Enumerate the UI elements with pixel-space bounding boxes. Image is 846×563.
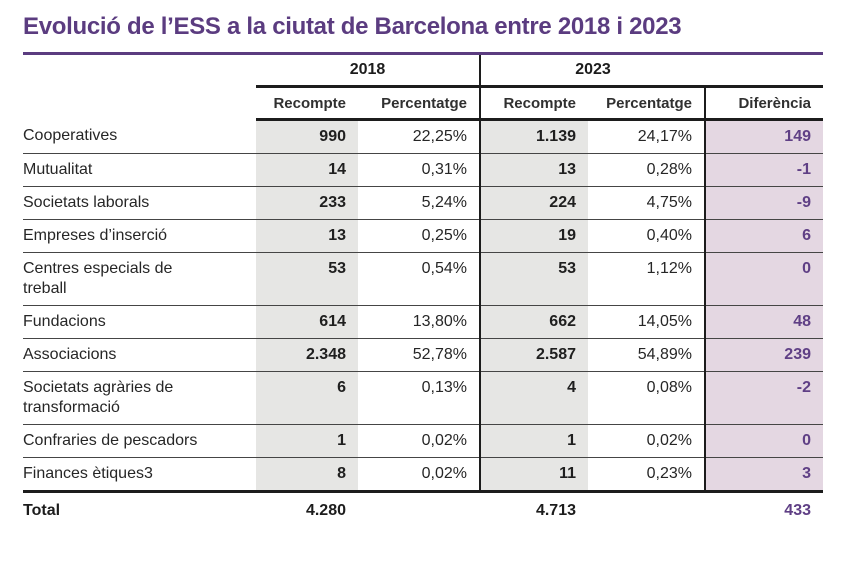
diff-value: -1 xyxy=(704,153,823,187)
count-2023: 19 xyxy=(479,219,588,253)
count-2018: 614 xyxy=(256,305,358,339)
row-label: Finances ètiques3 xyxy=(23,457,256,493)
pct-2018: 52,78% xyxy=(358,338,480,372)
table-row: Mutualitat 14 0,31% 13 0,28% -1 xyxy=(23,153,823,187)
count-2018: 14 xyxy=(256,153,358,187)
count-2023: 13 xyxy=(479,153,588,187)
row-label: Cooperatives xyxy=(23,119,256,154)
table-row: Associacions 2.348 52,78% 2.587 54,89% 2… xyxy=(23,338,823,372)
table-row: Societats laborals 233 5,24% 224 4,75% -… xyxy=(23,186,823,220)
diff-value: 0 xyxy=(704,252,823,306)
recompte-2018-header: Recompte xyxy=(256,86,358,121)
count-2018: 2.348 xyxy=(256,338,358,372)
label-column-header xyxy=(23,86,256,120)
table-row: Fundacions 614 13,80% 662 14,05% 48 xyxy=(23,305,823,339)
diff-header-spacer xyxy=(705,55,823,88)
total-diff: 433 xyxy=(784,502,811,519)
pct-2023: 4,75% xyxy=(588,186,705,220)
pct-2023: 0,02% xyxy=(588,424,705,458)
total-count-2023: 4.713 xyxy=(535,502,576,519)
total-pct-2023-empty xyxy=(588,492,705,521)
percentatge-2023-header: Percentatge xyxy=(588,86,705,121)
year-header-2018: 2018 xyxy=(256,55,480,88)
pct-2023: 0,40% xyxy=(588,219,705,253)
row-label: Empreses d’inserció xyxy=(23,219,256,253)
total-label: Total xyxy=(23,502,61,519)
count-2018: 990 xyxy=(256,119,358,154)
table-row: Empreses d’inserció 13 0,25% 19 0,40% 6 xyxy=(23,219,823,253)
pct-2018: 0,02% xyxy=(358,457,480,493)
pct-2023: 0,28% xyxy=(588,153,705,187)
row-label: Mutualitat xyxy=(23,153,256,187)
ess-evolution-table: 2018 2023 Recompte Percentatge Recompte … xyxy=(23,55,823,520)
total-pct-2018-empty xyxy=(358,492,480,521)
diff-value: 239 xyxy=(704,338,823,372)
pct-2023: 0,23% xyxy=(588,457,705,493)
pct-2018: 0,02% xyxy=(358,424,480,458)
pct-2018: 0,54% xyxy=(358,252,480,306)
pct-2018: 0,13% xyxy=(358,371,480,425)
diff-value: -2 xyxy=(704,371,823,425)
diff-value: -9 xyxy=(704,186,823,220)
pct-2018: 13,80% xyxy=(358,305,480,339)
pct-2023: 14,05% xyxy=(588,305,705,339)
count-2018: 6 xyxy=(256,371,358,425)
row-label: Associacions xyxy=(23,338,256,372)
recompte-2023-header: Recompte xyxy=(479,86,588,121)
count-2018: 53 xyxy=(256,252,358,306)
total-row: Total 4.280 4.713 433 xyxy=(23,492,823,521)
year-header-spacer xyxy=(23,55,256,87)
diferencia-header: Diferència xyxy=(704,86,823,121)
table-row: Confraries de pescadors 1 0,02% 1 0,02% … xyxy=(23,424,823,458)
diff-value: 3 xyxy=(704,457,823,493)
table-row: Societats agràries de transformació 6 0,… xyxy=(23,371,823,425)
pct-2018: 0,25% xyxy=(358,219,480,253)
total-count-2018: 4.280 xyxy=(305,502,346,519)
count-2023: 2.587 xyxy=(479,338,588,372)
pct-2023: 0,08% xyxy=(588,371,705,425)
count-2023: 11 xyxy=(479,457,588,493)
pct-2023: 24,17% xyxy=(588,119,705,154)
title-divider xyxy=(23,52,823,55)
diff-value: 48 xyxy=(704,305,823,339)
row-label: Societats agràries de transformació xyxy=(23,371,256,425)
count-2023: 1.139 xyxy=(479,119,588,154)
count-2023: 53 xyxy=(479,252,588,306)
diff-value: 149 xyxy=(704,119,823,154)
count-2023: 1 xyxy=(479,424,588,458)
pct-2018: 22,25% xyxy=(358,119,480,154)
percentatge-2018-header: Percentatge xyxy=(358,86,480,121)
sub-header-row: Recompte Percentatge Recompte Percentatg… xyxy=(23,86,823,121)
year-header-row: 2018 2023 xyxy=(23,55,823,88)
count-2018: 13 xyxy=(256,219,358,253)
table-row: Finances ètiques3 8 0,02% 11 0,23% 3 xyxy=(23,457,823,493)
pct-2023: 1,12% xyxy=(588,252,705,306)
row-label: Societats laborals xyxy=(23,186,256,220)
count-2023: 662 xyxy=(479,305,588,339)
diff-value: 0 xyxy=(704,424,823,458)
row-label: Centres especials de treball xyxy=(23,252,256,306)
row-label: Confraries de pescadors xyxy=(23,424,256,458)
count-2023: 4 xyxy=(479,371,588,425)
year-header-2023: 2023 xyxy=(479,55,705,88)
table-row: Cooperatives 990 22,25% 1.139 24,17% 149 xyxy=(23,119,823,154)
page: Evolució de l’ESS a la ciutat de Barcelo… xyxy=(23,13,823,520)
count-2023: 224 xyxy=(479,186,588,220)
pct-2018: 5,24% xyxy=(358,186,480,220)
table-row: Centres especials de treball 53 0,54% 53… xyxy=(23,252,823,306)
row-label: Fundacions xyxy=(23,305,256,339)
diff-value: 6 xyxy=(704,219,823,253)
pct-2023: 54,89% xyxy=(588,338,705,372)
page-title: Evolució de l’ESS a la ciutat de Barcelo… xyxy=(23,13,682,40)
count-2018: 1 xyxy=(256,424,358,458)
count-2018: 8 xyxy=(256,457,358,493)
count-2018: 233 xyxy=(256,186,358,220)
pct-2018: 0,31% xyxy=(358,153,480,187)
